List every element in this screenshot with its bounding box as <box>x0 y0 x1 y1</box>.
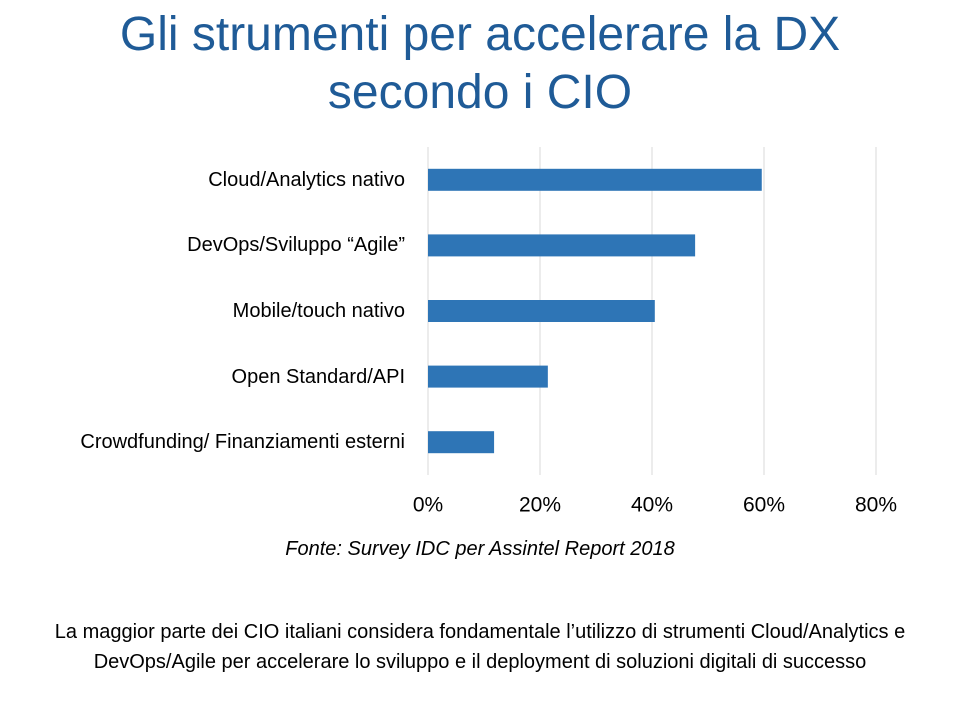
category-label-box: Crowdfunding/ Finanziamenti esterni <box>45 412 405 472</box>
y-tick-label: Cloud/Analytics nativo <box>208 168 405 191</box>
y-tick-label: Open Standard/API <box>231 365 405 388</box>
bar <box>428 365 548 388</box>
bar <box>428 234 696 257</box>
category-label-box: Mobile/touch nativo <box>45 281 405 341</box>
bar <box>428 168 762 191</box>
category-label-box: Cloud/Analytics nativo <box>45 150 405 210</box>
x-tick-label: 20% <box>519 494 561 517</box>
y-tick-label: DevOps/Sviluppo “Agile” <box>187 234 405 257</box>
x-tick-label: 40% <box>631 494 673 517</box>
x-tick-label: 80% <box>855 494 897 517</box>
y-tick-label: Mobile/touch nativo <box>232 300 405 322</box>
category-label-box: DevOps/Sviluppo “Agile” <box>45 215 405 275</box>
bar <box>428 300 655 322</box>
x-tick-label: 60% <box>743 494 785 517</box>
source: Fonte: Survey IDC per Assintel Report 20… <box>285 538 675 560</box>
bar <box>428 431 495 454</box>
x-tick-label: 0% <box>413 494 443 517</box>
category-label-box: Open Standard/API <box>45 347 405 407</box>
chart-title: Gli strumenti per accelerare la DX secon… <box>119 8 841 119</box>
y-tick-label: Crowdfunding/ Finanziamenti esterni <box>80 431 405 454</box>
note: La maggior parte dei CIO italiani consid… <box>54 621 906 673</box>
